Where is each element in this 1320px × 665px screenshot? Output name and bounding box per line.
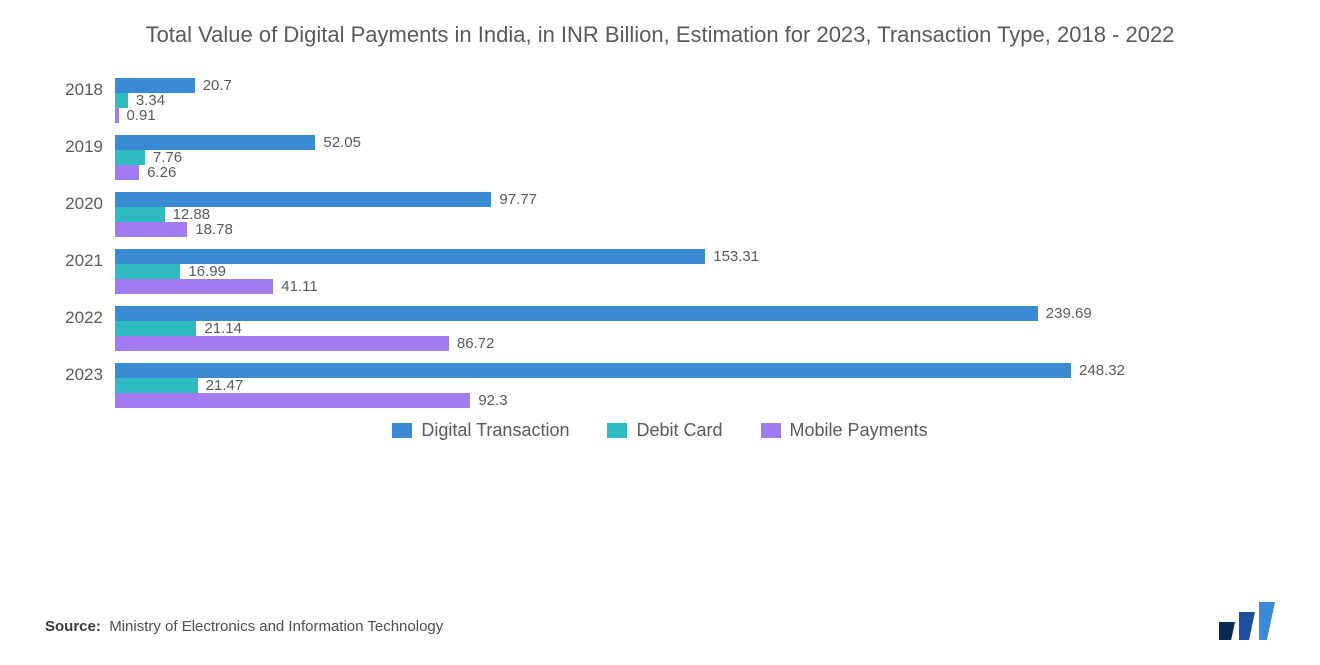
legend-swatch [607, 423, 627, 438]
legend-swatch [761, 423, 781, 438]
bar [115, 78, 195, 93]
bar [115, 363, 1071, 378]
year-row: 2022 239.69 21.14 86.72 [55, 306, 1275, 351]
bar [115, 306, 1038, 321]
year-label: 2022 [55, 306, 115, 328]
year-label: 2021 [55, 249, 115, 271]
bar-line: 248.32 [115, 363, 1275, 378]
bar-group: 248.32 21.47 92.3 [115, 363, 1275, 408]
bar-value-label: 52.05 [315, 134, 361, 151]
legend: Digital Transaction Debit Card Mobile Paym… [45, 420, 1275, 441]
bar-line: 97.77 [115, 192, 1275, 207]
bar-line: 52.05 [115, 135, 1275, 150]
year-label: 2018 [55, 78, 115, 100]
bar [115, 249, 705, 264]
bar-line: 12.88 [115, 207, 1275, 222]
source-label: Source: [45, 618, 101, 635]
bar-line: 86.72 [115, 336, 1275, 351]
bar-group: 239.69 21.14 86.72 [115, 306, 1275, 351]
bar [115, 93, 128, 108]
year-row: 2023 248.32 21.47 92.3 [55, 363, 1275, 408]
bar [115, 165, 139, 180]
bar [115, 336, 449, 351]
legend-swatch [392, 423, 412, 438]
logo-bar-icon [1259, 602, 1275, 640]
bar-value-label: 92.3 [470, 392, 507, 409]
bar-line: 6.26 [115, 165, 1275, 180]
bar [115, 393, 470, 408]
bar-line: 20.7 [115, 78, 1275, 93]
year-label: 2020 [55, 192, 115, 214]
bar-line: 41.11 [115, 279, 1275, 294]
legend-label: Mobile Payments [790, 420, 928, 441]
bar-value-label: 86.72 [449, 335, 495, 352]
bar-chart: 201820.73.340.91201952.057.766.26202097.… [45, 78, 1275, 408]
year-row: 201952.057.766.26 [55, 135, 1275, 180]
bar [115, 279, 273, 294]
source-citation: Source: Ministry of Electronics and Info… [45, 618, 443, 635]
legend-item: Debit Card [607, 420, 722, 441]
bar-value-label: 18.78 [187, 221, 233, 238]
year-row: 201820.73.340.91 [55, 78, 1275, 123]
chart-title: Total Value of Digital Payments in India… [45, 20, 1275, 50]
bar-value-label: 21.14 [196, 320, 242, 337]
bar-value-label: 239.69 [1038, 305, 1092, 322]
bar-group: 52.057.766.26 [115, 135, 1275, 180]
brand-logo [1219, 602, 1275, 640]
bar-value-label: 248.32 [1071, 362, 1125, 379]
logo-bar-icon [1239, 612, 1255, 640]
legend-item: Mobile Payments [761, 420, 928, 441]
bar-line: 239.69 [115, 306, 1275, 321]
bar [115, 378, 198, 393]
bar-value-label: 16.99 [180, 263, 226, 280]
year-label: 2019 [55, 135, 115, 157]
legend-item: Digital Transaction [392, 420, 569, 441]
bar-line: 3.34 [115, 93, 1275, 108]
bar-value-label: 153.31 [705, 248, 759, 265]
bar-line: 7.76 [115, 150, 1275, 165]
bar-line: 21.47 [115, 378, 1275, 393]
bar-value-label: 20.7 [195, 77, 232, 94]
bar [115, 321, 196, 336]
bar-group: 20.73.340.91 [115, 78, 1275, 123]
year-row: 2021 153.31 16.99 41.11 [55, 249, 1275, 294]
logo-bar-icon [1219, 622, 1235, 640]
bar-value-label: 21.47 [198, 377, 244, 394]
legend-label: Debit Card [636, 420, 722, 441]
bar [115, 207, 165, 222]
bar [115, 192, 491, 207]
bar-group: 153.31 16.99 41.11 [115, 249, 1275, 294]
bar [115, 264, 180, 279]
bar [115, 135, 315, 150]
bar-value-label: 41.11 [273, 278, 317, 295]
bar-line: 92.3 [115, 393, 1275, 408]
year-label: 2023 [55, 363, 115, 385]
bar [115, 150, 145, 165]
bar-line: 0.91 [115, 108, 1275, 123]
bar-line: 153.31 [115, 249, 1275, 264]
bar-line: 18.78 [115, 222, 1275, 237]
bar-line: 21.14 [115, 321, 1275, 336]
year-row: 202097.7712.8818.78 [55, 192, 1275, 237]
bar-line: 16.99 [115, 264, 1275, 279]
source-text: Ministry of Electronics and Information … [109, 618, 443, 635]
bar [115, 222, 187, 237]
bar-value-label: 0.91 [119, 107, 156, 124]
legend-label: Digital Transaction [421, 420, 569, 441]
bar-value-label: 6.26 [139, 164, 176, 181]
bar-value-label: 97.77 [491, 191, 537, 208]
bar-group: 97.7712.8818.78 [115, 192, 1275, 237]
